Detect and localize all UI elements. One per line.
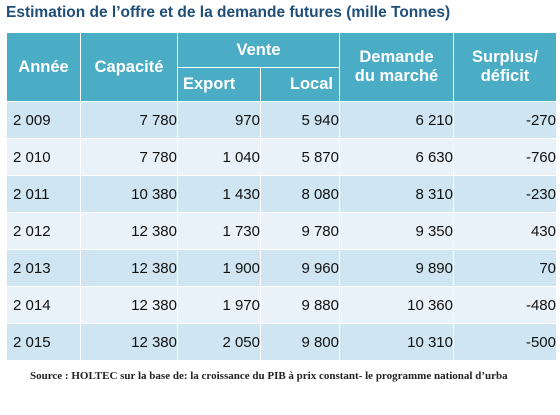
cell-surplus: -500: [453, 323, 557, 361]
cell-surplus: 430: [453, 212, 557, 250]
cell-annee: 2 011: [6, 175, 81, 213]
cell-demande: 6 630: [339, 138, 454, 176]
cell-local: 9 800: [260, 323, 340, 361]
table-row: 2 011 10 380 1 430 8 080 8 310 -230: [6, 175, 557, 213]
cell-export: 1 900: [177, 249, 261, 287]
cell-capacite: 12 380: [80, 323, 178, 361]
header-demande: Demande du marché: [339, 32, 454, 102]
header-vente: Vente: [177, 32, 340, 68]
supply-demand-table: Année Capacité Vente Demande du marché S…: [6, 32, 557, 361]
cell-demande: 6 210: [339, 101, 454, 139]
header-capacite: Capacité: [80, 32, 178, 102]
table-row: 2 010 7 780 1 040 5 870 6 630 -760: [6, 138, 557, 176]
cell-capacite: 7 780: [80, 138, 178, 176]
header-demande-line1: Demande: [359, 48, 434, 66]
cell-capacite: 12 380: [80, 249, 178, 287]
header-local: Local: [260, 67, 340, 102]
cell-annee: 2 013: [6, 249, 81, 287]
cell-surplus: 70: [453, 249, 557, 287]
cell-export: 1 730: [177, 212, 261, 250]
cell-capacite: 12 380: [80, 286, 178, 324]
cell-demande: 9 890: [339, 249, 454, 287]
header-surplus-line2: déficit: [480, 67, 530, 85]
cell-export: 1 970: [177, 286, 261, 324]
cell-local: 9 880: [260, 286, 340, 324]
cell-annee: 2 012: [6, 212, 81, 250]
cell-local: 9 960: [260, 249, 340, 287]
header-surplus: Surplus/ déficit: [453, 32, 557, 102]
table-row: 2 014 12 380 1 970 9 880 10 360 -480: [6, 286, 557, 324]
table-row: 2 009 7 780 970 5 940 6 210 -270: [6, 101, 557, 139]
header-export: Export: [177, 67, 261, 102]
cell-local: 5 870: [260, 138, 340, 176]
cell-export: 1 040: [177, 138, 261, 176]
cell-demande: 9 350: [339, 212, 454, 250]
cell-annee: 2 010: [6, 138, 81, 176]
cell-local: 5 940: [260, 101, 340, 139]
cell-export: 1 430: [177, 175, 261, 213]
table-row: 2 015 12 380 2 050 9 800 10 310 -500: [6, 323, 557, 361]
cell-annee: 2 015: [6, 323, 81, 361]
cell-local: 9 780: [260, 212, 340, 250]
table-row: 2 012 12 380 1 730 9 780 9 350 430: [6, 212, 557, 250]
cell-annee: 2 014: [6, 286, 81, 324]
table-row: 2 013 12 380 1 900 9 960 9 890 70: [6, 249, 557, 287]
cell-capacite: 7 780: [80, 101, 178, 139]
table-title: Estimation de l’offre et de la demande f…: [6, 4, 451, 21]
cell-capacite: 12 380: [80, 212, 178, 250]
cell-export: 970: [177, 101, 261, 139]
cell-local: 8 080: [260, 175, 340, 213]
cell-demande: 10 310: [339, 323, 454, 361]
cell-surplus: -480: [453, 286, 557, 324]
cell-demande: 10 360: [339, 286, 454, 324]
cell-surplus: -760: [453, 138, 557, 176]
source-note: Source : HOLTEC sur la base de: la crois…: [30, 370, 508, 382]
header-surplus-line1: Surplus/: [471, 48, 538, 66]
header-annee: Année: [6, 32, 81, 102]
cell-surplus: -230: [453, 175, 557, 213]
cell-demande: 8 310: [339, 175, 454, 213]
header-demande-line2: du marché: [354, 67, 439, 85]
cell-surplus: -270: [453, 101, 557, 139]
cell-annee: 2 009: [6, 101, 81, 139]
cell-export: 2 050: [177, 323, 261, 361]
cell-capacite: 10 380: [80, 175, 178, 213]
